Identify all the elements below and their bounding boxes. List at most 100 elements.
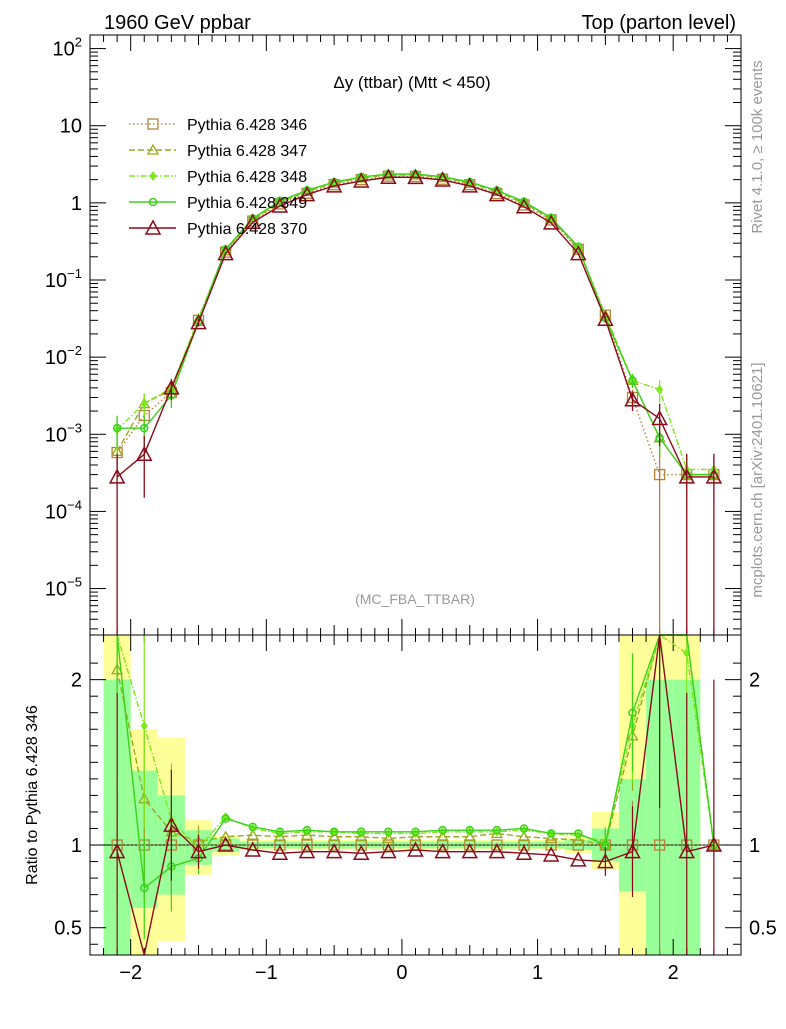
legend: Pythia 6.428 346 Pythia 6.428 347 Pythia 6… <box>129 117 307 238</box>
data-point <box>355 839 367 851</box>
y-tick-label: 10−1 <box>45 266 82 292</box>
svg-text:Rivet 4.1.0, ≥ 100k events: Rivet 4.1.0, ≥ 100k events <box>749 60 766 233</box>
data-point <box>325 177 343 193</box>
data-point <box>519 824 529 833</box>
mcplots-label: mcplots.cern.ch [arXiv:2401.10621] <box>749 362 766 597</box>
data-point <box>409 830 422 842</box>
data-point <box>298 843 316 859</box>
data-point <box>190 314 207 330</box>
data-point <box>382 839 395 851</box>
data-point <box>300 828 314 840</box>
data-point <box>248 822 257 832</box>
y-tick-label: 102 <box>53 35 82 61</box>
data-point <box>382 832 395 844</box>
y-tick-label: 1 <box>71 193 82 215</box>
data-point <box>461 843 479 859</box>
svg-text:mcplots.cern.ch [arXiv:2401.10: mcplots.cern.ch [arXiv:2401.10621] <box>749 362 766 597</box>
data-point <box>407 168 424 185</box>
data-point <box>572 833 585 845</box>
x-tick-label: 2 <box>668 962 679 984</box>
x-tick-label: 0 <box>396 962 407 984</box>
data-point <box>329 827 339 837</box>
legend-label: Pythia 6.428 370 <box>187 221 307 238</box>
data-point <box>352 172 370 188</box>
data-point <box>464 839 476 851</box>
series-line <box>116 174 714 476</box>
ratio-y-tick-label: 0.5 <box>749 918 777 940</box>
data-point <box>246 828 259 840</box>
data-point <box>434 843 451 859</box>
data-point <box>628 708 637 717</box>
data-point <box>163 816 180 832</box>
data-point <box>163 379 180 395</box>
data-point <box>407 841 424 857</box>
y-tick-label: 10−3 <box>45 420 82 446</box>
data-point <box>244 841 262 857</box>
main-axes: 102 10 1 10−1 10−2 10−3 10−4 10−5 −2 −1 0 1 2 <box>45 35 741 984</box>
series-line <box>116 173 714 471</box>
series-4 <box>108 168 723 635</box>
data-point <box>569 245 587 261</box>
ratio-y-axis-label: Ratio to Pythia 6.428 346 <box>24 705 41 885</box>
data-point <box>112 423 122 433</box>
x-tick-label: −1 <box>255 962 278 984</box>
data-point <box>190 843 207 859</box>
data-point <box>380 168 397 184</box>
data-point <box>678 843 696 859</box>
series-0 <box>111 170 720 635</box>
y-tick-label: 10 <box>60 116 82 138</box>
data-point <box>144 219 162 235</box>
data-point <box>493 826 501 837</box>
data-point <box>518 839 530 851</box>
data-point <box>328 839 340 851</box>
data-point <box>148 197 158 207</box>
ratio-y-tick-label: 0.5 <box>54 918 82 940</box>
ratio-line <box>116 634 715 956</box>
header-right: Top (parton level) <box>581 12 736 34</box>
data-point <box>302 825 312 835</box>
data-point <box>328 830 341 842</box>
series-line <box>116 176 714 478</box>
ratio-series <box>108 633 723 956</box>
data-point <box>149 171 157 181</box>
x-tick-label: 1 <box>532 962 543 984</box>
data-point <box>357 827 366 837</box>
legend-label: Pythia 6.428 346 <box>187 117 307 134</box>
data-point <box>569 851 587 867</box>
data-point <box>411 827 420 837</box>
data-point <box>298 186 316 202</box>
data-point <box>656 384 664 395</box>
data-point <box>275 196 285 206</box>
data-point <box>517 830 531 842</box>
legend-label: Pythia 6.428 347 <box>187 143 307 160</box>
data-point <box>352 844 370 861</box>
data-point <box>542 846 560 862</box>
data-point <box>436 830 449 842</box>
data-point <box>301 839 313 851</box>
data-point <box>271 197 289 213</box>
data-point <box>273 830 286 842</box>
header-left: 1960 GeV ppbar <box>104 12 251 34</box>
data-point <box>519 197 529 206</box>
series-line <box>117 173 714 476</box>
data-point <box>545 832 558 844</box>
data-point <box>325 843 343 859</box>
ratio-y-tick-label: 2 <box>749 670 760 692</box>
data-point <box>140 883 149 893</box>
data-point <box>465 825 474 835</box>
ratio-frame <box>89 634 742 956</box>
ratio-line <box>116 634 715 846</box>
data-point <box>651 409 668 426</box>
data-point <box>244 213 262 230</box>
data-point <box>146 143 160 155</box>
x-tick-label: −2 <box>119 962 142 984</box>
data-point <box>380 843 397 859</box>
data-point <box>108 843 126 859</box>
data-point <box>515 198 533 214</box>
legend-label: Pythia 6.428 349 <box>187 195 307 212</box>
data-point <box>515 844 533 861</box>
y-tick-label: 10−2 <box>45 343 82 369</box>
data-point <box>624 843 641 859</box>
data-point <box>492 825 502 835</box>
